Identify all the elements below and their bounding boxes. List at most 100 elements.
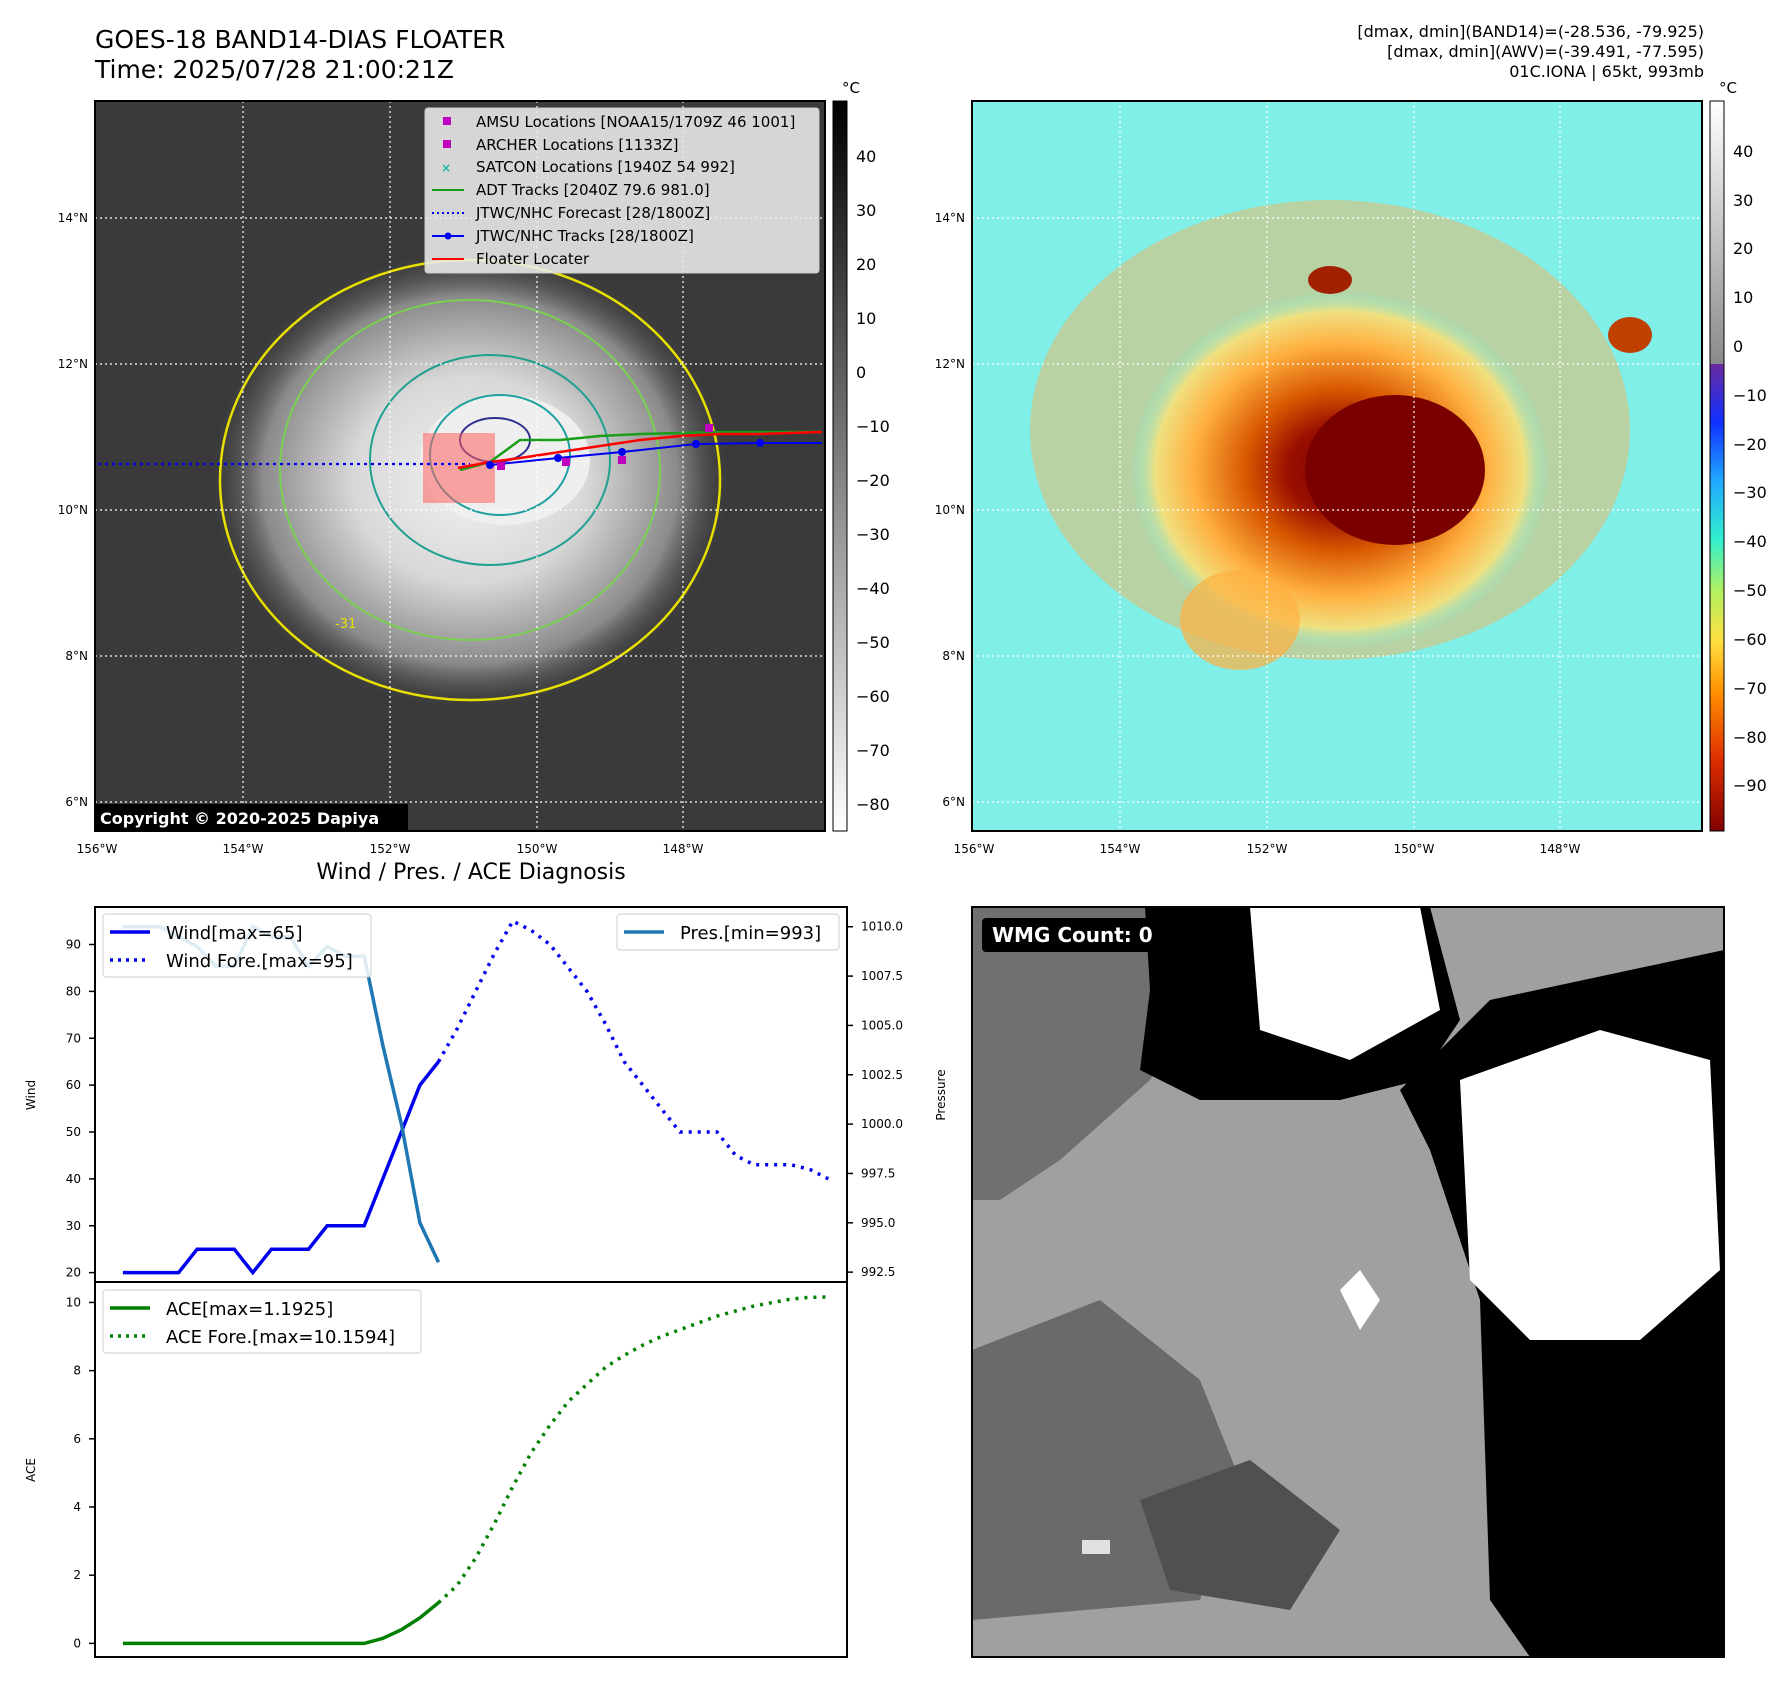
svg-text:40: 40 (856, 147, 876, 166)
tick-label: 70 (66, 1031, 81, 1045)
ace-line (122, 1601, 440, 1646)
svg-text:6°N: 6°N (65, 795, 88, 809)
svg-text:−30: −30 (1733, 483, 1767, 502)
svg-text:0: 0 (856, 363, 866, 382)
tick-label: 995.0 (861, 1216, 895, 1230)
svg-text:14°N: 14°N (935, 211, 965, 225)
svg-text:30: 30 (1733, 191, 1753, 210)
enhanced-lat-ticks: 14°N 12°N 10°N 8°N 6°N (935, 211, 965, 809)
svg-text:150°W: 150°W (1394, 842, 1435, 856)
legend-forecast: JTWC/NHC Forecast [28/1800Z] (475, 204, 710, 222)
tick-label: 50 (66, 1125, 81, 1139)
svg-text:10°N: 10°N (935, 503, 965, 517)
legend-tracks: JTWC/NHC Tracks [28/1800Z] (475, 227, 694, 245)
ir-tracks (98, 424, 823, 472)
ir-colorbar-unit: °C (842, 79, 860, 97)
figure-title-line2: Time: 2025/07/28 21:00:21Z (95, 55, 454, 84)
svg-text:−20: −20 (1733, 435, 1767, 454)
tick-label: 1007.5 (861, 969, 903, 983)
tick-label: 10 (66, 1295, 81, 1309)
wind-axis-label: Wind (24, 1080, 38, 1110)
wmg-panel: WMG Count: 0 (971, 906, 1725, 1658)
figure-title-line1: GOES-18 BAND14-DIAS FLOATER (95, 25, 506, 54)
svg-text:−80: −80 (1733, 728, 1767, 747)
figure-info: [dmax, dmin](BAND14)=(-28.536, -79.925) … (1357, 22, 1704, 82)
ir-colorbar (832, 100, 848, 832)
tick-label: 8 (73, 1364, 81, 1378)
enhanced-frame (971, 100, 1703, 832)
svg-text:0: 0 (1733, 337, 1743, 356)
svg-text:10: 10 (1733, 288, 1753, 307)
legend-amsu: AMSU Locations [NOAA15/1709Z 46 1001] (476, 113, 795, 131)
svg-text:−40: −40 (1733, 532, 1767, 551)
svg-text:14°N: 14°N (58, 211, 88, 225)
svg-text:12°N: 12°N (58, 357, 88, 371)
legend-satcon: SATCON Locations [1940Z 54 992] (476, 158, 735, 176)
enhanced-colorbar (1709, 100, 1725, 832)
tick-label: 1000.0 (861, 1117, 903, 1131)
legend-ace-fore: ACE Fore.[max=10.1594] (166, 1327, 395, 1348)
tick-label: 30 (66, 1219, 81, 1233)
tick-label: 6 (73, 1432, 81, 1446)
ir-frame (94, 100, 826, 832)
svg-text:154°W: 154°W (223, 842, 264, 856)
jtwc-track-line (489, 442, 822, 466)
ace-legend: ACE[max=1.1925] ACE Fore.[max=10.1594] (102, 1289, 422, 1354)
ace-axis-label: ACE (24, 1458, 38, 1482)
ir-lon-ticks: 156°W 154°W 152°W 150°W 148°W (77, 842, 704, 856)
tick-label: 80 (66, 984, 81, 998)
adt-track-line (459, 430, 822, 472)
info-band14: [dmax, dmin](BAND14)=(-28.536, -79.925) (1357, 22, 1704, 41)
ir-colorbar-ticks: 40 30 20 10 0 −10 −20 −30 −40 −50 −60 −7… (856, 147, 890, 814)
legend-floater: Floater Locater (476, 250, 590, 268)
svg-text:10°N: 10°N (58, 503, 88, 517)
svg-text:−60: −60 (856, 687, 890, 706)
svg-text:150°W: 150°W (517, 842, 558, 856)
svg-text:−60: −60 (1733, 630, 1767, 649)
svg-text:156°W: 156°W (77, 842, 118, 856)
legend-amsu-icon (443, 117, 451, 125)
wmg-region-white (1250, 907, 1440, 1060)
wmg-frame (971, 906, 1725, 1658)
svg-text:8°N: 8°N (942, 649, 965, 663)
svg-text:148°W: 148°W (663, 842, 704, 856)
svg-text:152°W: 152°W (370, 842, 411, 856)
pressure-axis-label: Pressure (934, 1069, 948, 1120)
tick-label: 1005.0 (861, 1018, 903, 1032)
svg-text:30: 30 (856, 201, 876, 220)
legend-wind: Wind[max=65] (166, 923, 303, 944)
tick-label: 20 (66, 1266, 81, 1280)
svg-text:−70: −70 (1733, 679, 1767, 698)
svg-text:152°W: 152°W (1247, 842, 1288, 856)
ir-lat-ticks: 14°N 12°N 10°N 8°N 6°N (58, 211, 88, 809)
tick-label: 4 (73, 1500, 81, 1514)
svg-text:154°W: 154°W (1100, 842, 1141, 856)
wind-ticks: 90 80 70 60 50 40 30 20 (66, 938, 95, 1280)
legend-archer: ARCHER Locations [1133Z] (476, 136, 679, 154)
legend-wind-fore: Wind Fore.[max=95] (166, 951, 353, 972)
enhanced-colorbar-ticks: 40 30 20 10 0 −10 −20 −30 −40 −50 −60 −7… (1733, 142, 1767, 795)
svg-text:−20: −20 (856, 471, 890, 490)
svg-text:−10: −10 (1733, 386, 1767, 405)
svg-text:−30: −30 (856, 525, 890, 544)
copyright-text: Copyright © 2020-2025 Dapiya (100, 809, 379, 828)
figure-title: GOES-18 BAND14-DIAS FLOATER Time: 2025/0… (95, 25, 505, 85)
pressure-legend: Pres.[min=993] (616, 913, 840, 951)
diagnosis-title: Wind / Pres. / ACE Diagnosis (316, 860, 626, 885)
svg-text:10: 10 (856, 309, 876, 328)
svg-text:156°W: 156°W (954, 842, 995, 856)
wind-legend: Wind[max=65] Wind Fore.[max=95] (102, 913, 372, 978)
legend-satcon-icon: × (441, 161, 451, 175)
wmg-region-dark (972, 907, 1190, 1200)
tick-label: 1002.5 (861, 1068, 903, 1082)
svg-text:−50: −50 (1733, 581, 1767, 600)
contour-label: -31 (335, 617, 356, 632)
tick-label: 997.5 (861, 1166, 895, 1180)
enhanced-colorbar-unit: °C (1719, 79, 1737, 97)
svg-text:6°N: 6°N (942, 795, 965, 809)
svg-text:20: 20 (1733, 239, 1753, 258)
wmg-badge-text: WMG Count: 0 (992, 923, 1153, 947)
wmg-badge (982, 918, 1164, 952)
